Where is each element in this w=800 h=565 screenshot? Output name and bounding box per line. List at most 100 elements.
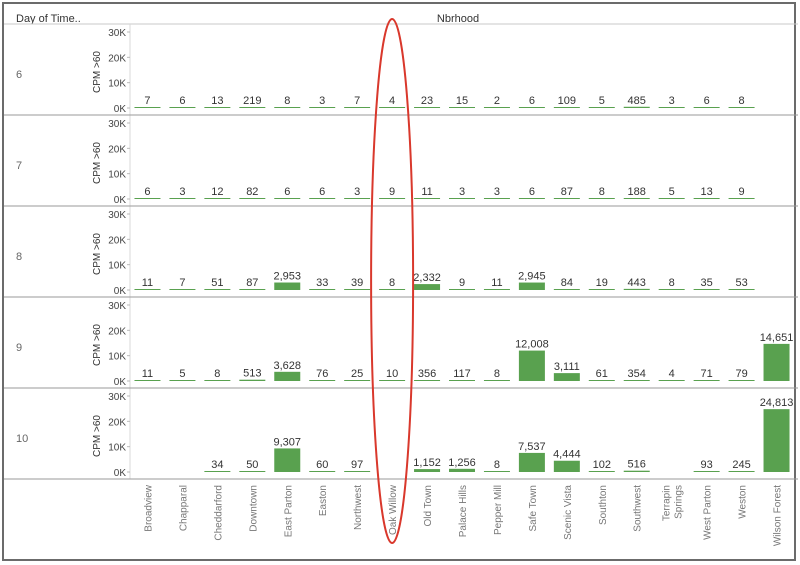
bar[interactable] bbox=[728, 289, 755, 290]
bar[interactable] bbox=[414, 107, 441, 108]
bar[interactable] bbox=[483, 198, 510, 199]
bar[interactable] bbox=[728, 198, 755, 199]
bar-value-label: 35 bbox=[701, 277, 713, 289]
bar[interactable] bbox=[588, 107, 615, 108]
bar-value-label: 53 bbox=[735, 277, 747, 289]
bar[interactable] bbox=[274, 448, 301, 472]
bar[interactable] bbox=[449, 107, 475, 108]
bar[interactable] bbox=[518, 350, 545, 381]
bar[interactable] bbox=[693, 471, 720, 472]
row-dimension-header: Day of Time.. bbox=[16, 13, 81, 25]
bar[interactable] bbox=[623, 288, 650, 290]
bar[interactable] bbox=[274, 107, 301, 108]
bar[interactable] bbox=[623, 380, 650, 381]
category-label: East Parton bbox=[283, 485, 294, 537]
bar[interactable] bbox=[483, 289, 510, 290]
bar[interactable] bbox=[309, 471, 336, 472]
y-tick-label: 0K bbox=[114, 377, 127, 388]
bar[interactable] bbox=[239, 471, 266, 472]
bar[interactable] bbox=[588, 380, 615, 381]
bar[interactable] bbox=[134, 107, 161, 108]
bar[interactable] bbox=[693, 380, 720, 381]
bar[interactable] bbox=[309, 380, 336, 381]
bar[interactable] bbox=[204, 107, 231, 108]
bar[interactable] bbox=[274, 282, 301, 290]
bar[interactable] bbox=[344, 471, 371, 472]
bar[interactable] bbox=[204, 471, 231, 472]
bar[interactable] bbox=[344, 198, 371, 199]
bar[interactable] bbox=[483, 471, 510, 472]
bar[interactable] bbox=[449, 289, 475, 290]
bar[interactable] bbox=[274, 198, 301, 199]
bar[interactable] bbox=[483, 107, 510, 108]
bar[interactable] bbox=[728, 107, 755, 108]
bar[interactable] bbox=[239, 289, 266, 290]
bar[interactable] bbox=[658, 107, 685, 108]
bar[interactable] bbox=[518, 282, 545, 290]
bar[interactable] bbox=[134, 380, 161, 381]
bar[interactable] bbox=[553, 373, 580, 381]
bar[interactable] bbox=[379, 198, 406, 199]
bar[interactable] bbox=[414, 469, 441, 472]
bar[interactable] bbox=[309, 107, 336, 108]
bar[interactable] bbox=[483, 380, 510, 381]
bar-value-label: 13 bbox=[701, 186, 713, 198]
bar[interactable] bbox=[658, 289, 685, 290]
bar[interactable] bbox=[658, 198, 685, 199]
bar[interactable] bbox=[553, 107, 580, 108]
bar[interactable] bbox=[588, 289, 615, 290]
bar-value-label: 8 bbox=[389, 277, 395, 289]
bar-value-label: 356 bbox=[418, 368, 436, 380]
bar[interactable] bbox=[449, 198, 475, 199]
bar[interactable] bbox=[658, 380, 685, 381]
bar[interactable] bbox=[728, 471, 755, 472]
bar[interactable] bbox=[204, 380, 231, 381]
bar[interactable] bbox=[588, 471, 615, 472]
bar[interactable] bbox=[134, 289, 161, 290]
bar[interactable] bbox=[449, 380, 475, 381]
bar[interactable] bbox=[518, 107, 545, 108]
bar[interactable] bbox=[518, 452, 545, 472]
bar[interactable] bbox=[693, 107, 720, 108]
bar[interactable] bbox=[763, 409, 790, 472]
bar[interactable] bbox=[623, 106, 650, 108]
bar[interactable] bbox=[553, 289, 580, 290]
bar-value-label: 219 bbox=[243, 95, 261, 107]
bar[interactable] bbox=[588, 198, 615, 199]
bar[interactable] bbox=[414, 198, 441, 199]
bar[interactable] bbox=[274, 371, 301, 381]
bar[interactable] bbox=[169, 380, 196, 381]
y-tick-label: 20K bbox=[108, 53, 126, 64]
bar[interactable] bbox=[169, 107, 196, 108]
bar[interactable] bbox=[693, 198, 720, 199]
bar[interactable] bbox=[169, 198, 196, 199]
bar[interactable] bbox=[309, 198, 336, 199]
bar[interactable] bbox=[414, 284, 441, 290]
bar[interactable] bbox=[239, 107, 266, 108]
bar[interactable] bbox=[169, 289, 196, 290]
bar-value-label: 13 bbox=[211, 95, 223, 107]
bar[interactable] bbox=[204, 198, 231, 199]
bar[interactable] bbox=[239, 379, 266, 381]
bar[interactable] bbox=[134, 198, 161, 199]
bar[interactable] bbox=[309, 289, 336, 290]
bar[interactable] bbox=[204, 289, 231, 290]
bar[interactable] bbox=[728, 380, 755, 381]
bar[interactable] bbox=[344, 380, 371, 381]
bar[interactable] bbox=[518, 198, 545, 199]
bar[interactable] bbox=[449, 468, 475, 472]
bar[interactable] bbox=[623, 470, 650, 472]
category-label: Terrapin bbox=[662, 485, 673, 521]
bar[interactable] bbox=[693, 289, 720, 290]
bar[interactable] bbox=[379, 107, 406, 108]
bar[interactable] bbox=[344, 289, 371, 290]
bar[interactable] bbox=[623, 198, 650, 199]
bar[interactable] bbox=[763, 343, 790, 381]
bar[interactable] bbox=[239, 198, 266, 199]
bar[interactable] bbox=[344, 107, 371, 108]
bar[interactable] bbox=[379, 380, 406, 381]
bar[interactable] bbox=[379, 289, 406, 290]
bar[interactable] bbox=[553, 460, 580, 472]
bar[interactable] bbox=[414, 380, 441, 381]
bar[interactable] bbox=[553, 198, 580, 199]
